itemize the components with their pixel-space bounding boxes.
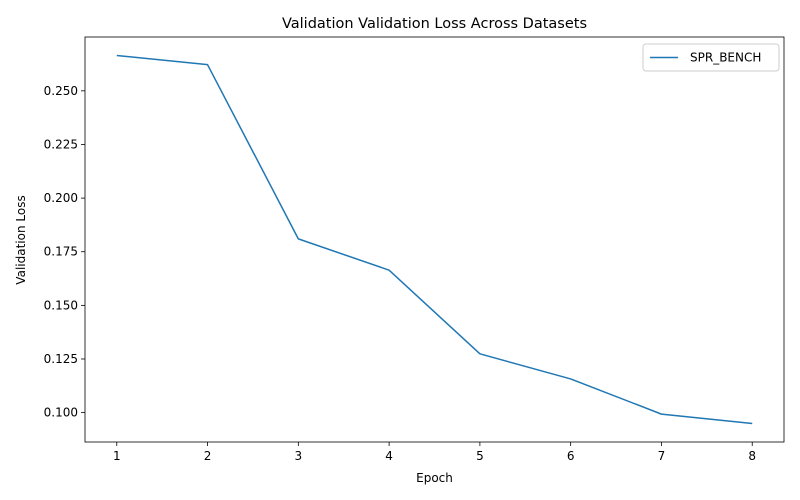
series-line	[116, 54, 753, 425]
legend: SPR_BENCH	[642, 43, 780, 72]
legend-label: SPR_BENCH	[690, 51, 761, 65]
y-tick-label: 0.100	[44, 406, 78, 420]
x-axis-label: Epoch	[416, 471, 453, 485]
x-tick-label: 8	[748, 449, 756, 463]
x-tick-label: 3	[295, 449, 303, 463]
y-tick-label: 0.250	[44, 84, 78, 98]
x-tick-label: 2	[204, 449, 212, 463]
legend-box	[642, 43, 780, 72]
x-tick-label: 4	[385, 449, 393, 463]
chart-title: Validation Validation Loss Across Datase…	[282, 16, 587, 32]
y-tick-label: 0.125	[44, 352, 78, 366]
y-tick-label: 0.175	[44, 245, 78, 259]
x-tick-label: 5	[476, 449, 484, 463]
y-tick-label: 0.200	[44, 191, 78, 205]
axes-frame	[84, 36, 785, 443]
y-tick-label: 0.150	[44, 298, 78, 312]
plot-area: 1 2 3 4 5 6 7 8 0.100 0.125 0.150 0.175 0.200 0.225 0.…	[44, 36, 785, 463]
x-tick-label: 6	[567, 449, 575, 463]
x-tick-label: 7	[658, 449, 666, 463]
y-tick-label: 0.225	[44, 137, 78, 151]
x-tick-label: 1	[113, 449, 121, 463]
y-axis-label: Validation Loss	[14, 195, 28, 284]
